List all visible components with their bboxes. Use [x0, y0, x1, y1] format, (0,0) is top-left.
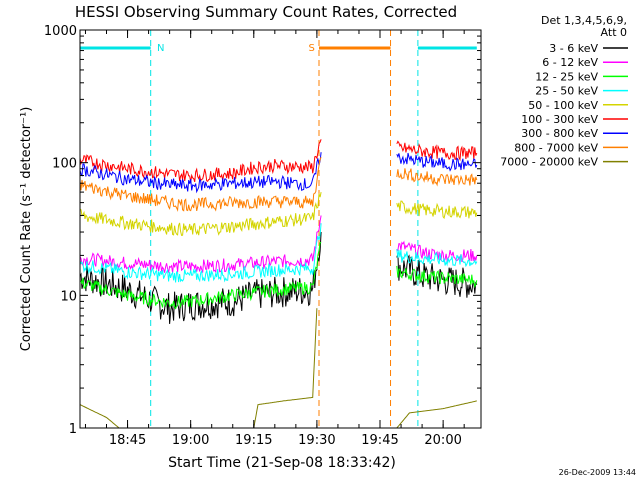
series-line [396, 248, 478, 268]
series-line [396, 240, 478, 263]
legend-header: Att 0 [601, 26, 627, 39]
plot-frame [79, 29, 482, 429]
legend-label: 3 - 6 keV [549, 42, 598, 55]
series-line [396, 168, 478, 187]
legend-label: 12 - 25 keV [535, 70, 598, 83]
y-tick-label: 1 [69, 422, 77, 437]
x-tick-label: 19:15 [235, 433, 272, 448]
series-line [79, 215, 322, 274]
series-line [79, 223, 322, 283]
x-tick-label: 20:00 [424, 433, 461, 448]
series-line [396, 152, 478, 172]
series-line [396, 265, 478, 289]
series-line [79, 308, 318, 429]
series-line [79, 152, 322, 194]
tick-layer: 1 10 100 1000 18:45 19:00 19:15 19:30 19:45 20:00 [44, 24, 481, 448]
series-line [396, 200, 478, 220]
x-axis-label: Start Time (21-Sep-08 18:33:42) [168, 455, 396, 471]
x-tick-label: 19:30 [298, 433, 335, 448]
series-line [79, 242, 322, 310]
y-tick-label: 100 [52, 157, 77, 172]
x-tick-label: 18:45 [109, 433, 146, 448]
series-line [396, 140, 478, 162]
marker-label-night: N [157, 43, 164, 54]
footer-date: 26-Dec-2009 13:44 [559, 468, 636, 477]
series-line [396, 400, 477, 429]
legend-label: 100 - 300 keV [521, 113, 598, 126]
series-line [79, 157, 322, 212]
chart-title: HESSI Observing Summary Count Rates, Cor… [75, 3, 457, 21]
legend-label: 6 - 12 keV [542, 56, 598, 69]
legend-label: 300 - 800 keV [521, 127, 598, 140]
legend-label: 50 - 100 keV [528, 99, 598, 112]
legend-label: 7000 - 20000 keV [500, 156, 598, 169]
y-tick-label: 10 [60, 289, 77, 304]
y-tick-label: 1000 [44, 24, 77, 39]
marker-label-saa: S [308, 43, 314, 54]
series-layer [79, 139, 478, 429]
legend-label: 25 - 50 keV [535, 85, 598, 98]
series-line [79, 192, 322, 236]
x-tick-label: 19:45 [361, 433, 398, 448]
series-line [396, 253, 478, 298]
y-axis-label: Corrected Count Rate (s⁻¹ detector⁻¹) [19, 107, 34, 352]
legend-header: Det 1,3,4,5,6,9, [541, 14, 627, 27]
legend-label: 800 - 7000 keV [514, 141, 598, 154]
x-tick-label: 19:00 [172, 433, 209, 448]
